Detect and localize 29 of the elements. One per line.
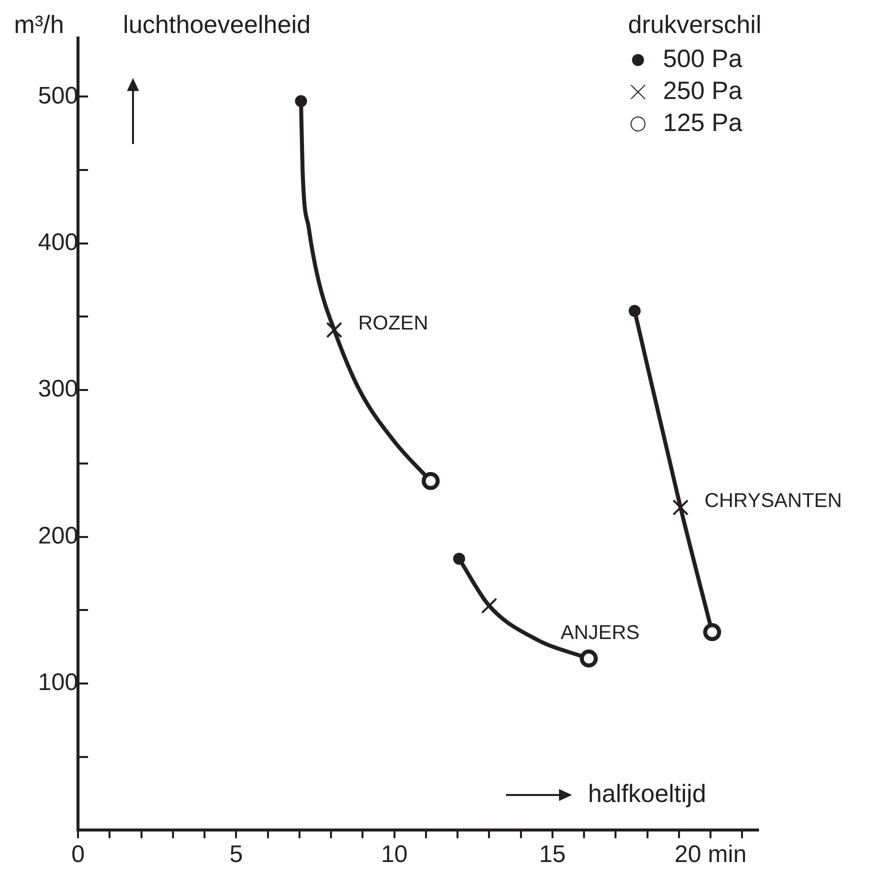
y-tick-label: 100 — [38, 669, 78, 696]
x-tick-label: 5 — [229, 841, 243, 868]
x-tick-label: 10 — [380, 841, 408, 868]
x-tick-label: 20 min — [674, 841, 747, 868]
legend-label: 125 Pa — [663, 108, 742, 137]
legend-title: drukverschil — [628, 10, 762, 39]
point — [703, 623, 722, 642]
y-tick-label: 400 — [38, 229, 78, 256]
y-tick-label: 500 — [38, 82, 78, 110]
series-label: ROZEN — [358, 312, 428, 334]
series-label: CHRYSANTEN — [704, 490, 842, 512]
y-tick-label: 200 — [38, 522, 78, 550]
point — [481, 598, 498, 614]
point — [628, 304, 641, 317]
point — [422, 472, 440, 490]
y-axis-title: luchthoeveelheid — [123, 10, 311, 39]
x-tick-label: 15 — [539, 841, 566, 868]
y-tick-label: 300 — [38, 376, 78, 403]
x-tick-label: 0 — [71, 841, 85, 868]
legend-label: 250 Pa — [663, 76, 742, 105]
legend-label: 500 Pa — [663, 44, 742, 73]
text: m³/h — [14, 10, 64, 39]
point — [326, 322, 342, 338]
point — [295, 95, 308, 108]
point — [580, 650, 598, 668]
point — [453, 552, 466, 565]
x-axis-title: halfkoeltijd — [588, 780, 706, 808]
point — [672, 499, 689, 516]
series-label: ANJERS — [560, 622, 640, 644]
